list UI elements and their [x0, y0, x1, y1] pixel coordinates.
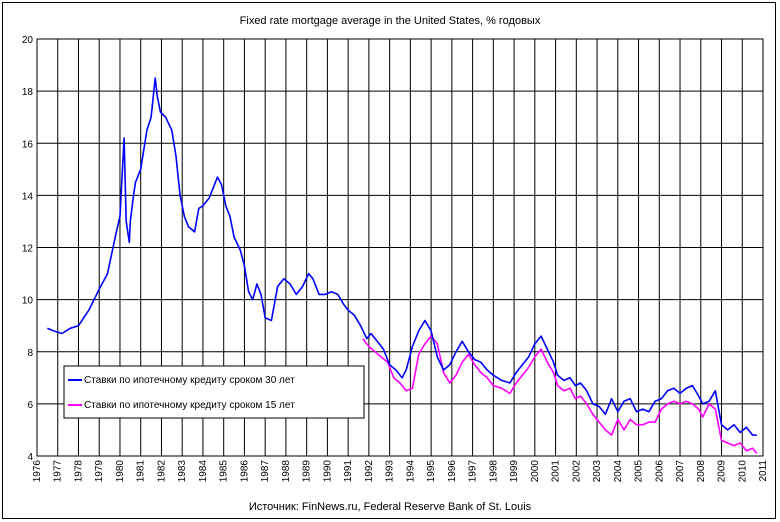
- x-tick-label: 1993: [385, 460, 396, 483]
- x-tick-label: 2001: [551, 460, 562, 483]
- x-tick-label: 2004: [613, 460, 624, 483]
- x-tick-label: 1999: [509, 460, 520, 483]
- x-tick-label: 1977: [53, 460, 64, 483]
- x-tick-label: 1988: [281, 460, 292, 483]
- x-tick-label: 2011: [758, 460, 769, 482]
- legend-label-15y: Ставки по ипотечному кредиту сроком 15 л…: [84, 400, 295, 411]
- x-tick-label: 2005: [634, 460, 645, 483]
- chart-title: Fixed rate mortgage average in the Unite…: [240, 15, 541, 27]
- x-tick-label: 1987: [260, 460, 271, 483]
- x-tick-label: 2010: [737, 460, 748, 483]
- x-tick-label: 1991: [343, 460, 354, 483]
- y-tick-label: 16: [22, 139, 34, 150]
- x-tick-label: 1990: [322, 460, 333, 483]
- x-tick-label: 1998: [488, 460, 499, 483]
- y-tick-label: 12: [22, 244, 34, 255]
- x-tick-label: 2000: [530, 460, 541, 483]
- x-tick-label: 1980: [115, 460, 126, 483]
- y-tick-label: 18: [22, 87, 34, 98]
- x-tick-label: 2003: [592, 460, 603, 483]
- chart-source: Источник: FinNews.ru, Federal Reserve Ba…: [249, 501, 532, 513]
- x-tick-label: 2008: [696, 460, 707, 483]
- x-tick-label: 1979: [94, 460, 105, 483]
- x-tick-label: 1992: [364, 460, 375, 483]
- x-tick-label: 1997: [468, 460, 479, 483]
- x-tick-label: 2002: [571, 460, 582, 483]
- y-tick-label: 8: [27, 348, 33, 359]
- x-tick-label: 1986: [239, 460, 250, 483]
- y-tick-label: 6: [27, 400, 33, 411]
- legend-label-30y: Ставки по ипотечному кредиту сроком 30 л…: [84, 375, 295, 386]
- grid-lines: [36, 38, 764, 457]
- x-tick-label: 1983: [177, 460, 188, 483]
- x-tick-label: 1981: [136, 460, 147, 483]
- y-tick-label: 4: [27, 452, 33, 463]
- x-tick-label: 2006: [654, 460, 665, 483]
- x-tick-label: 2007: [675, 460, 686, 483]
- x-tick-label: 2009: [717, 460, 728, 483]
- y-tick-label: 20: [22, 35, 34, 46]
- legend: Ставки по ипотечному кредиту сроком 30 л…: [63, 365, 365, 419]
- x-tick-label: 1978: [73, 460, 84, 483]
- series-line-15y: [362, 335, 758, 454]
- x-tick-label: 1995: [426, 460, 437, 483]
- axis-ticks: 4 6 8 10 12 14 16 18 20 1976 1977 1978 1979 1980 1981 1…: [22, 35, 769, 482]
- series-lines: [47, 77, 758, 454]
- x-tick-label: 1989: [302, 460, 313, 483]
- y-tick-label: 14: [22, 191, 34, 202]
- x-tick-label: 1976: [32, 460, 43, 483]
- y-tick-label: 10: [22, 296, 34, 307]
- series-line-30y: [47, 77, 757, 436]
- x-tick-label: 1984: [198, 460, 209, 483]
- legend-box: [63, 365, 365, 419]
- x-tick-label: 1994: [405, 460, 416, 483]
- x-tick-label: 1996: [447, 460, 458, 483]
- x-tick-label: 1985: [219, 460, 230, 483]
- x-tick-label: 1982: [156, 460, 167, 483]
